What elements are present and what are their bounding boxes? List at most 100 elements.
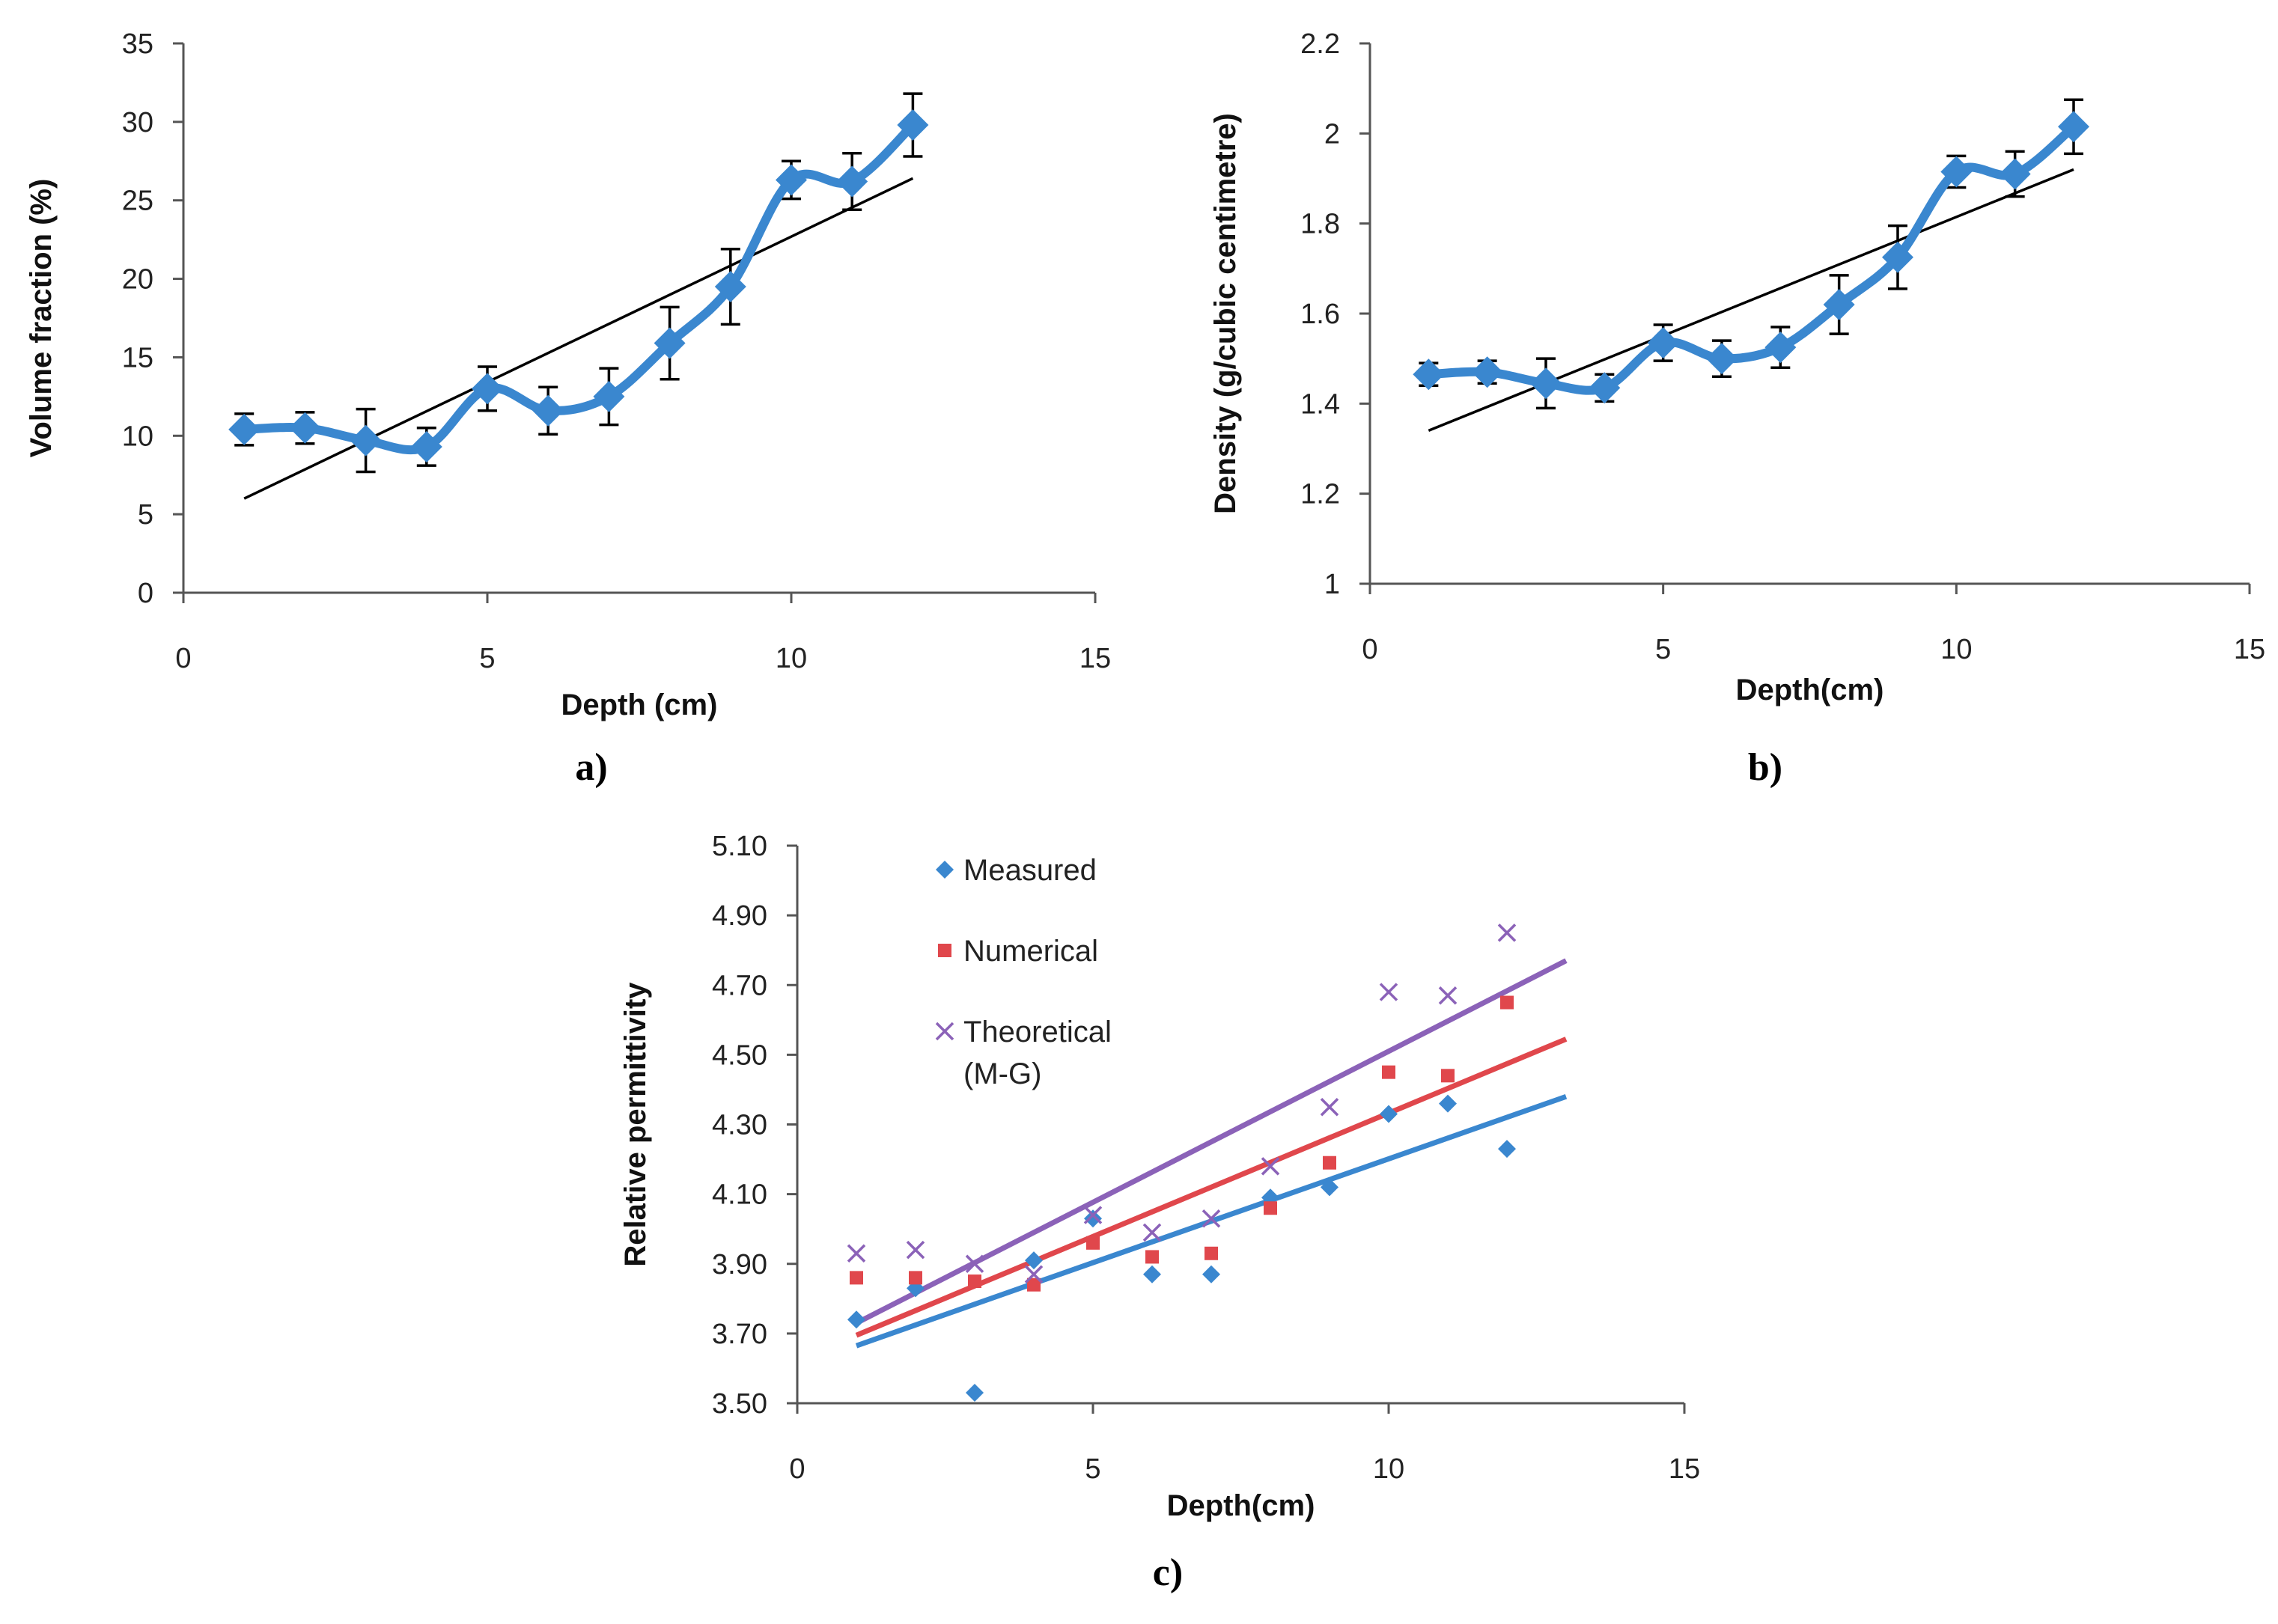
- series-line: [243, 121, 916, 455]
- x-tick-label: 5: [479, 643, 495, 674]
- legend-label: Measured: [963, 854, 1097, 887]
- data-point-theoretical: [1379, 983, 1398, 1001]
- y-tick-label: 25: [122, 186, 153, 217]
- x-tick-label: 10: [776, 643, 807, 674]
- data-point-marker: [776, 164, 807, 196]
- trendline-diamond: [855, 1093, 1568, 1349]
- data-point-theoretical: [1024, 1265, 1044, 1283]
- data-point-numerical: [968, 1275, 981, 1289]
- data-point-numerical: [1441, 1069, 1455, 1083]
- data-point-measured: [1025, 1251, 1043, 1270]
- series-line: [1428, 123, 2077, 395]
- data-point-numerical: [1086, 1236, 1100, 1250]
- data-point-measured: [1498, 1140, 1516, 1159]
- data-point-marker: [1471, 356, 1503, 388]
- data-point-theoretical: [1142, 1223, 1162, 1242]
- x-axis-title: Depth (cm): [561, 689, 718, 721]
- y-tick-label: 1.4: [1300, 388, 1340, 420]
- legend-label: Theoretical (M-G): [963, 1016, 1112, 1090]
- data-point-numerical: [1027, 1277, 1041, 1292]
- chart-panel-a: 0 5 10 15 0 5 10 15 20 25 30 35 Depth (cm) Volume fra…: [25, 28, 1111, 789]
- y-tick-label: 1.6: [1300, 299, 1340, 330]
- data-point-measured: [966, 1384, 984, 1402]
- data-point-theoretical: [906, 1240, 925, 1260]
- chart-panel-c: 0 5 10 15 3.50 3.70 3.90 4.10 4.30 4.50 4.70 4.90 5.…: [619, 831, 1700, 1594]
- data-point-marker: [350, 424, 382, 457]
- trendline: [243, 177, 914, 500]
- data-point-theoretical: [1320, 1097, 1339, 1117]
- y-tick-label: 2: [1324, 118, 1340, 150]
- y-axis-title: Density (g/cubic centimetre): [1209, 113, 1242, 514]
- y-tick-label: 4.30: [712, 1110, 767, 1141]
- data-point-marker: [1706, 343, 1738, 375]
- y-tick-label: 1.8: [1300, 209, 1340, 240]
- data-point-theoretical: [1438, 986, 1458, 1005]
- x-tick-label: 5: [1085, 1453, 1100, 1485]
- data-point-numerical: [909, 1271, 922, 1285]
- data-point-marker: [1823, 288, 1855, 320]
- legend: Measured Numerical Theoretical (M-G): [935, 854, 1112, 1090]
- data-point-marker: [654, 327, 686, 359]
- x-tick-label: 0: [175, 643, 191, 674]
- data-point-marker: [1764, 332, 1797, 364]
- data-point-measured: [1321, 1178, 1339, 1197]
- data-point-marker: [714, 271, 746, 303]
- panel-label: c): [1153, 1551, 1183, 1594]
- data-point-numerical: [1323, 1156, 1336, 1170]
- data-point-theoretical: [1202, 1209, 1221, 1228]
- trendline: [1428, 168, 2074, 433]
- data-point-marker: [1589, 372, 1621, 404]
- y-tick-label: 4.10: [712, 1179, 767, 1211]
- legend-marker-measured: [936, 861, 954, 879]
- x-tick-label: 10: [1373, 1453, 1404, 1485]
- y-tick-label: 5.10: [712, 831, 767, 862]
- y-tick-label: 1: [1324, 569, 1340, 600]
- legend-label: Numerical: [963, 935, 1098, 968]
- data-point-numerical: [850, 1271, 863, 1285]
- y-tick-label: 4.70: [712, 970, 767, 1001]
- x-tick-label: 15: [1669, 1453, 1700, 1485]
- data-point-measured: [1202, 1265, 1220, 1283]
- chart-panel-b: 0 5 10 15 1 1.2 1.4 1.6 1.8 2 2.2 Depth(cm) Density …: [1209, 28, 2265, 789]
- data-point-theoretical: [1083, 1206, 1103, 1224]
- data-point-marker: [532, 394, 564, 427]
- x-tick-label: 5: [1655, 634, 1671, 665]
- x-tick-label: 0: [1362, 634, 1377, 665]
- data-point-measured: [1380, 1105, 1398, 1123]
- data-point-marker: [1999, 158, 2031, 190]
- data-point-measured: [847, 1310, 865, 1329]
- x-tick-label: 0: [789, 1453, 805, 1485]
- x-tick-label: 15: [1079, 643, 1111, 674]
- x-tick-label: 10: [1940, 634, 1972, 665]
- data-point-measured: [1439, 1094, 1457, 1113]
- y-tick-label: 3.50: [712, 1388, 767, 1420]
- y-tick-label: 30: [122, 107, 153, 138]
- data-point-marker: [1530, 367, 1562, 400]
- x-axis-title: Depth(cm): [1736, 674, 1884, 706]
- y-tick-label: 0: [138, 578, 153, 609]
- data-point-measured: [1084, 1209, 1102, 1228]
- y-tick-label: 5: [138, 499, 153, 531]
- panel-label: a): [575, 746, 607, 789]
- data-point-marker: [897, 109, 929, 141]
- y-axis-title: Volume fraction (%): [25, 179, 58, 458]
- data-point-theoretical: [1261, 1157, 1280, 1176]
- data-point-theoretical: [1497, 924, 1517, 942]
- data-point-marker: [289, 412, 321, 444]
- data-point-marker: [2058, 111, 2089, 143]
- y-tick-label: 3.90: [712, 1249, 767, 1280]
- y-tick-label: 4.90: [712, 900, 767, 932]
- y-tick-label: 20: [122, 264, 153, 296]
- data-point-marker: [228, 413, 261, 445]
- y-tick-label: 2.2: [1300, 28, 1340, 60]
- data-point-measured: [1143, 1265, 1161, 1283]
- panel-label: b): [1748, 746, 1782, 789]
- data-point-theoretical: [847, 1244, 866, 1263]
- y-tick-label: 10: [122, 421, 153, 452]
- data-point-theoretical: [965, 1254, 984, 1273]
- data-point-marker: [1647, 327, 1679, 359]
- data-point-marker: [836, 165, 868, 198]
- y-tick-label: 3.70: [712, 1319, 767, 1350]
- y-axis-title: Relative permittivity: [619, 982, 652, 1267]
